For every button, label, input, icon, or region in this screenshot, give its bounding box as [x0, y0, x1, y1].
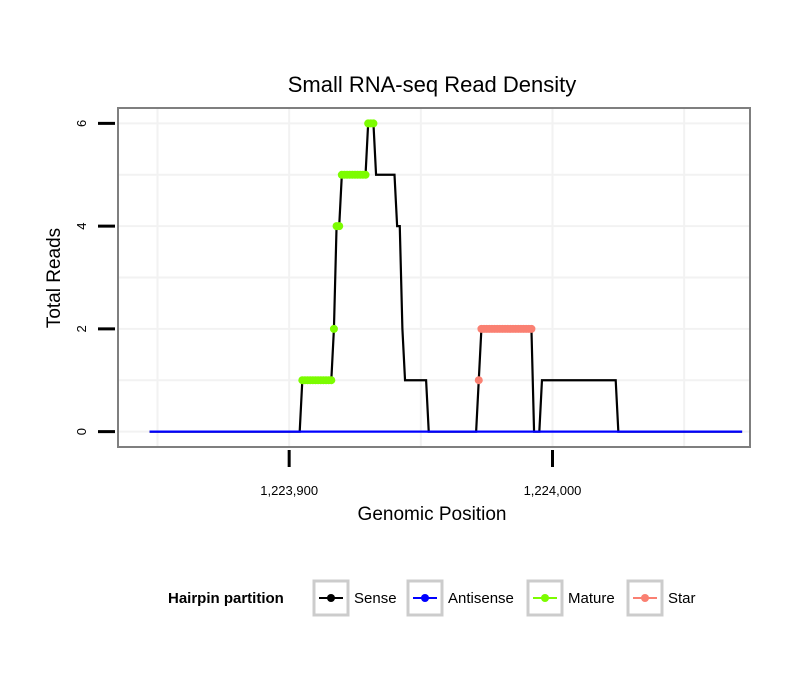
chart-title: Small RNA-seq Read Density — [288, 72, 577, 97]
y-tick-label: 6 — [74, 120, 89, 127]
series-layer — [149, 119, 743, 433]
legend-marker-sense — [327, 594, 335, 602]
data-point-mature — [327, 376, 336, 385]
data-point-mature — [361, 170, 370, 179]
y-tick-label: 4 — [74, 223, 89, 230]
data-point-mature — [329, 324, 338, 333]
legend: Hairpin partition Sense Antisense Mature St… — [168, 579, 696, 617]
y-axis-label: Total Reads — [44, 228, 65, 328]
data-point-mature — [369, 119, 378, 128]
legend-marker-antisense — [421, 594, 429, 602]
data-point-star — [474, 376, 483, 385]
y-tick-label: 0 — [74, 428, 89, 435]
legend-title: Hairpin partition — [168, 590, 284, 607]
y-tick-label: 2 — [74, 325, 89, 332]
legend-label-antisense: Antisense — [448, 590, 514, 607]
data-point-star — [527, 324, 536, 333]
legend-marker-mature — [541, 594, 549, 602]
plot-border — [117, 107, 751, 448]
legend-label-sense: Sense — [354, 590, 397, 607]
axes: 0 2 4 6 1,223,900 1,224,000 — [74, 120, 581, 498]
data-point-mature — [335, 222, 344, 231]
x-tick-label: 1,224,000 — [524, 483, 582, 498]
x-tick-label: 1,223,900 — [260, 483, 318, 498]
legend-label-star: Star — [668, 590, 696, 607]
x-axis-label: Genomic Position — [358, 504, 507, 525]
legend-marker-star — [641, 594, 649, 602]
grid-lines — [118, 108, 750, 447]
legend-label-mature: Mature — [568, 590, 615, 607]
